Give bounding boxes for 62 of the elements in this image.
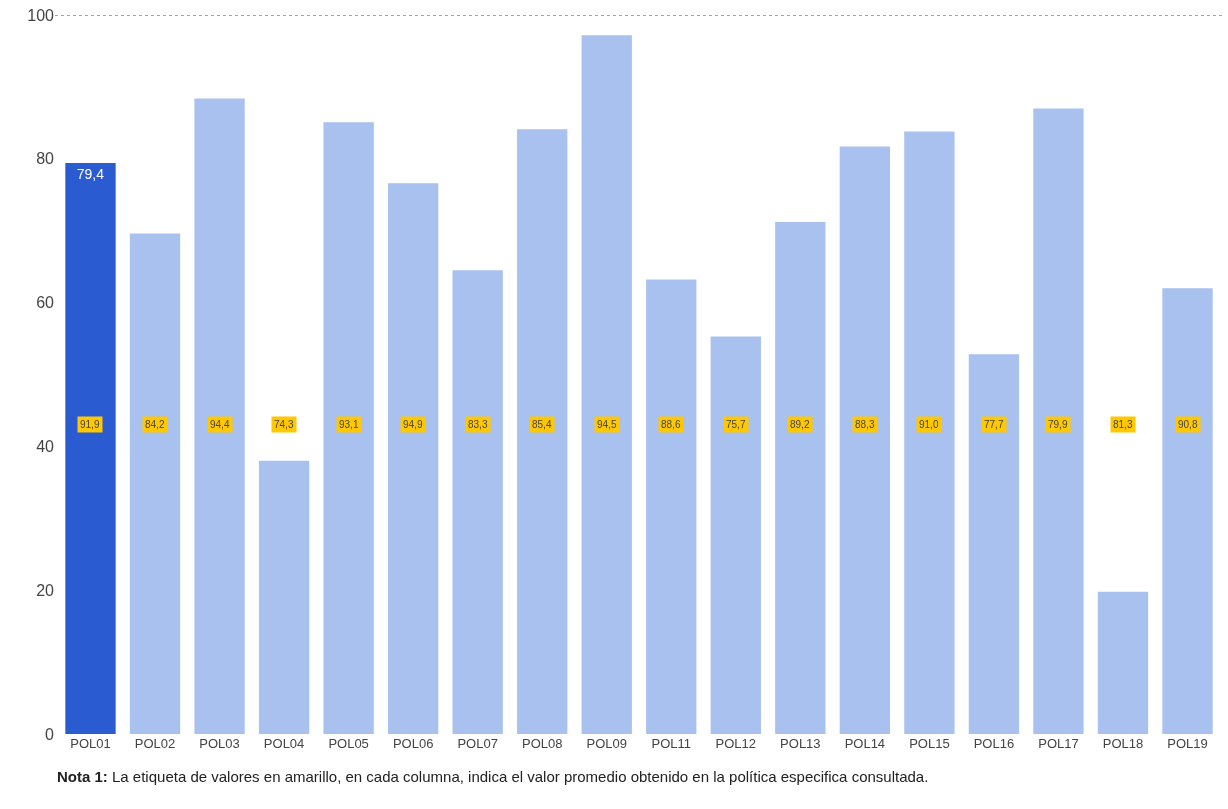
bar [517,129,568,734]
x-tick-label: POL05 [328,736,369,751]
annotation: 89,2 [790,419,810,430]
x-tick-label: POL17 [1038,736,1079,751]
annotation: 83,3 [468,419,488,430]
x-tick-label: POL01 [70,736,111,751]
y-tick-label: 60 [36,294,55,312]
annotation: 77,7 [984,419,1004,430]
annotation: 75,7 [726,419,746,430]
annotation: 81,3 [1113,419,1133,430]
bar [452,270,503,734]
bar [258,460,310,734]
bar [1097,591,1149,734]
x-tick-label: POL02 [134,736,176,751]
bar [968,354,1020,734]
annotation: 93,1 [339,419,359,430]
annotation: 94,5 [597,419,617,430]
x-tick-label: POL08 [521,736,563,751]
annotation: 90,8 [1178,419,1198,430]
annotation: 94,4 [210,419,230,430]
x-tick-label: POL11 [651,736,692,751]
bar [65,163,116,734]
y-tick-label: 100 [27,6,55,24]
annotation: 91,0 [919,419,939,430]
x-tick-label: POL15 [909,736,950,751]
bar [710,336,761,734]
x-tick-label: POL16 [973,736,1015,751]
bar [387,183,439,734]
x-tick-label: POL07 [457,736,498,751]
x-tick-label: POL09 [586,736,627,751]
x-tick-label: POL19 [1167,736,1208,751]
x-tick-label: POL04 [263,736,305,751]
bar [775,222,826,734]
annotation: 88,6 [661,419,681,430]
annotation: 79,9 [1048,419,1068,430]
text: Nota 1: La etiqueta de valores en amarillo, en cada columna, indica el valor promedio obtenido en la política especifica consultada. [57,768,929,785]
bar [1033,108,1084,734]
x-tick-label: POL14 [844,736,886,751]
bar [129,233,181,734]
annotation: 84,2 [145,419,165,430]
annotation: 88,3 [855,419,875,430]
bar [581,35,632,734]
annotation: 85,4 [532,419,552,430]
annotation: 94,9 [403,419,423,430]
bar [1162,288,1213,734]
bar [839,146,891,734]
annotation: 91,9 [80,419,100,430]
y-tick-label: 40 [36,438,55,455]
x-tick-label: POL18 [1102,736,1144,751]
bar [904,131,955,734]
y-tick-label: 0 [45,725,55,743]
bar [194,98,245,734]
annotation: 74,3 [274,419,294,430]
y-tick-label: 20 [36,581,55,599]
x-tick-label: POL12 [715,736,757,751]
x-tick-label: POL03 [199,736,240,751]
bar [646,279,697,734]
data-label: 79,4 [76,166,105,183]
x-tick-label: POL13 [780,736,821,751]
bar [323,122,374,734]
y-tick-label: 80 [36,150,55,168]
x-tick-label: POL06 [392,736,434,751]
